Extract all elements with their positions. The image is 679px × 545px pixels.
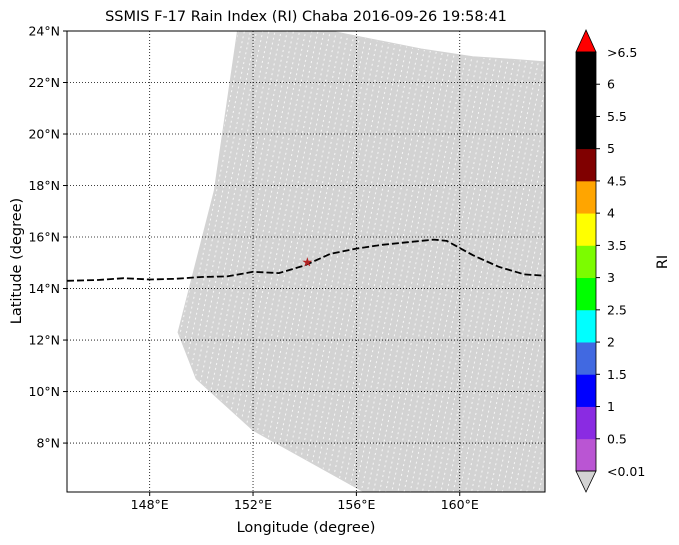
x-tick-label: 152°E [234,497,272,512]
colorbar-tick-label: 4 [607,206,615,221]
latitude-ticks: 8°N 10°N 12°N 14°N 16°N 18°N 20°N 22°N 24°N [28,24,67,451]
colorbar-segment [576,84,596,117]
y-tick-label: 8°N [36,436,60,451]
lat-lon-grid [67,31,545,492]
colorbar-label-top: >6.5 [607,45,637,60]
map-plot-area: ★ 148°E 152°E 156°E 160°E 8°N 10°N 12°N 14°N 16… [28,24,546,512]
colorbar-tick-label: 3.5 [607,238,627,253]
colorbar-label-bottom: <0.01 [607,464,645,479]
colorbar-tick-label: 4.5 [607,173,627,188]
colorbar-extend-bottom [575,470,597,493]
x-tick-label: 148°E [131,497,169,512]
colorbar-segment [576,277,596,311]
storm-track [67,238,545,282]
colorbar-segment [576,374,596,407]
colorbar-tick-label: 2.5 [607,302,627,317]
y-tick-label: 12°N [28,333,60,348]
colorbar-segment [576,213,596,246]
colorbar-segments [576,52,596,472]
map-frame [66,30,546,493]
colorbar-tick-label: 1.5 [607,367,627,382]
x-tick-label: 160°E [441,497,479,512]
x-axis-label: Longitude (degree) [237,520,376,536]
colorbar-segment [576,438,596,472]
colorbar-tick-label: 5.5 [607,109,627,124]
y-tick-label: 10°N [28,384,60,399]
colorbar-title: RI [655,255,671,269]
colorbar-tick-label: 1 [607,399,615,414]
colorbar-segment [576,342,596,375]
colorbar-segment [576,116,596,150]
colorbar-extend-top [575,29,597,53]
colorbar-tick-label: 2 [607,335,615,350]
y-tick-label: 22°N [28,75,60,90]
colorbar-tick-label: 5 [607,141,615,156]
colorbar-segment [576,245,596,279]
colorbar-ticks: 0.5 1 1.5 2 2.5 3 3.5 4 4.5 5 5.5 6 [596,77,627,446]
colorbar-tick-label: 3 [607,270,615,285]
y-axis-label: Latitude (degree) [9,198,25,324]
storm-center-marker: ★ [301,255,313,270]
figure-title: SSMIS F-17 Rain Index (RI) Chaba 2016-09… [105,9,507,25]
y-tick-label: 18°N [28,178,60,193]
longitude-ticks: 148°E 152°E 156°E 160°E [131,492,479,512]
colorbar-tick-label: 0.5 [607,431,627,446]
colorbar-segment [576,148,596,182]
colorbar: 0.5 1 1.5 2 2.5 3 3.5 4 4.5 5 5.5 6 >6.5 <0.01 RI [575,29,671,493]
colorbar-segment [576,52,596,85]
y-tick-label: 14°N [28,281,60,296]
colorbar-frame [575,51,597,472]
colorbar-segment [576,180,596,214]
x-tick-label: 156°E [337,497,375,512]
colorbar-segment [576,309,596,343]
y-tick-label: 16°N [28,230,60,245]
colorbar-tick-label: 6 [607,77,615,92]
colorbar-segment [576,406,596,440]
y-tick-label: 24°N [28,24,60,39]
y-tick-label: 20°N [28,127,60,142]
